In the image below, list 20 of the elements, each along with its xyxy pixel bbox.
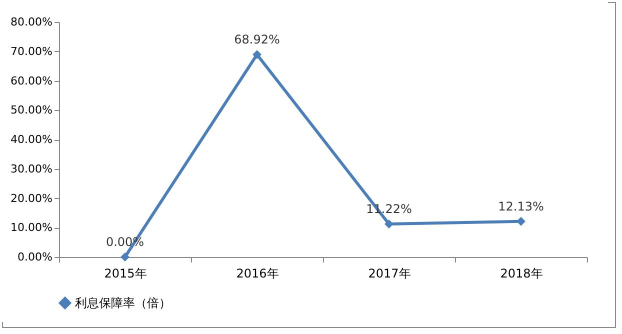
x-tick-label: 2018年 xyxy=(500,266,543,280)
y-tick-label: 50.00% xyxy=(10,104,52,117)
y-tick-label: 10.00% xyxy=(10,221,52,234)
y-tick-label: 80.00% xyxy=(10,16,52,28)
point xyxy=(252,50,262,60)
y-tick-label: 30.00% xyxy=(10,162,52,176)
point xyxy=(120,252,130,262)
x-tick-label: 2017年 xyxy=(368,266,411,280)
x-tick-label: 2015年 xyxy=(104,266,147,280)
y-tick-label: 0.00% xyxy=(18,250,52,264)
y-tick-label: 20.00% xyxy=(10,192,52,205)
y-tick-label: 40.00% xyxy=(10,133,52,146)
data-label: 12.13% xyxy=(498,199,544,214)
legend-label: 利息保障率（倍） xyxy=(75,296,171,310)
x-tick-label: 2016年 xyxy=(236,266,279,280)
data-label: 68.92% xyxy=(234,32,280,47)
point xyxy=(516,216,526,226)
y-tick-label: 70.00% xyxy=(10,44,52,58)
y-tick-label: 60.00% xyxy=(10,74,52,88)
point xyxy=(384,220,394,229)
